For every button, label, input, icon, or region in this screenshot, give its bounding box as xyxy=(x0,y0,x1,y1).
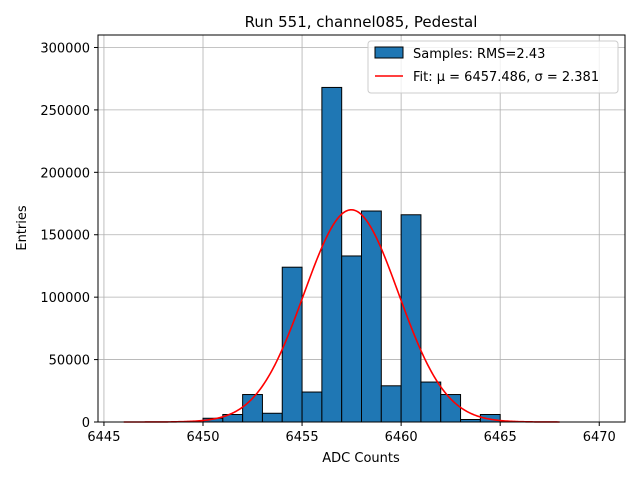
y-axis-ticks: 0 50000 100000 150000 200000 250000 300000 xyxy=(40,41,98,431)
x-tick-label: 6450 xyxy=(186,430,219,445)
histogram-bar xyxy=(301,391,323,423)
plot-frame xyxy=(97,34,626,423)
histogram-bar xyxy=(261,412,283,423)
x-tick-label: 6465 xyxy=(484,430,517,445)
legend-entry-histogram: Samples: RMS=2.43 xyxy=(413,47,545,62)
y-tick-label: 250000 xyxy=(40,104,90,119)
y-tick-label: 50000 xyxy=(49,354,90,369)
histogram-bar xyxy=(321,86,343,423)
chart-title: Run 551, channel085, Pedestal xyxy=(245,13,478,31)
y-tick-label: 0 xyxy=(82,416,90,431)
histogram-bar xyxy=(400,214,422,423)
x-tick-label: 6460 xyxy=(385,430,418,445)
legend-swatch-histogram xyxy=(374,46,404,59)
legend: Samples: RMS=2.43 Fit: μ = 6457.486, σ =… xyxy=(367,40,619,94)
x-tick-label: 6470 xyxy=(583,430,616,445)
x-axis-label: ADC Counts xyxy=(322,451,400,466)
y-tick-label: 300000 xyxy=(40,41,90,56)
y-tick-label: 150000 xyxy=(40,229,90,244)
y-tick-label: 100000 xyxy=(40,291,90,306)
histogram-bar xyxy=(281,266,303,423)
x-tick-label: 6445 xyxy=(87,430,120,445)
x-axis-ticks: 6445 6450 6455 6460 6465 6470 xyxy=(87,422,616,445)
y-axis-label: Entries xyxy=(15,205,30,251)
fit-curve xyxy=(123,208,560,423)
histogram-bars xyxy=(202,86,501,423)
histogram-bar xyxy=(341,255,362,423)
legend-entry-fit: Fit: μ = 6457.486, σ = 2.381 xyxy=(413,70,599,85)
y-tick-label: 200000 xyxy=(40,166,90,181)
legend-box xyxy=(367,40,619,94)
histogram-bar xyxy=(420,381,442,423)
histogram-bar xyxy=(380,385,402,423)
x-tick-label: 6455 xyxy=(286,430,319,445)
